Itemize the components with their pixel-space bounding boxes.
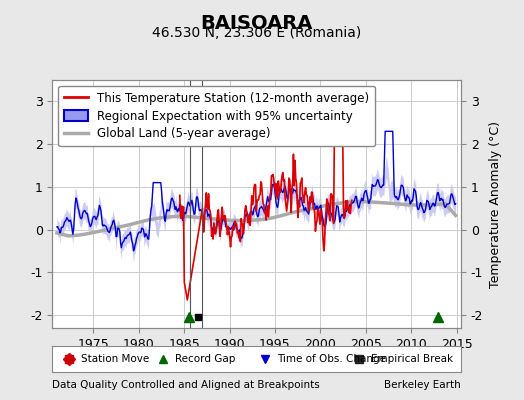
- Text: Station Move: Station Move: [81, 354, 149, 364]
- Text: Time of Obs. Change: Time of Obs. Change: [277, 354, 386, 364]
- Text: Empirical Break: Empirical Break: [371, 354, 453, 364]
- Text: Data Quality Controlled and Aligned at Breakpoints: Data Quality Controlled and Aligned at B…: [52, 380, 320, 390]
- Y-axis label: Temperature Anomaly (°C): Temperature Anomaly (°C): [489, 120, 502, 288]
- Text: Berkeley Earth: Berkeley Earth: [385, 380, 461, 390]
- Text: Record Gap: Record Gap: [175, 354, 235, 364]
- Text: BAISOARA: BAISOARA: [201, 14, 313, 33]
- Legend: This Temperature Station (12-month average), Regional Expectation with 95% uncer: This Temperature Station (12-month avera…: [58, 86, 375, 146]
- Text: 46.530 N, 23.306 E (Romania): 46.530 N, 23.306 E (Romania): [152, 26, 362, 40]
